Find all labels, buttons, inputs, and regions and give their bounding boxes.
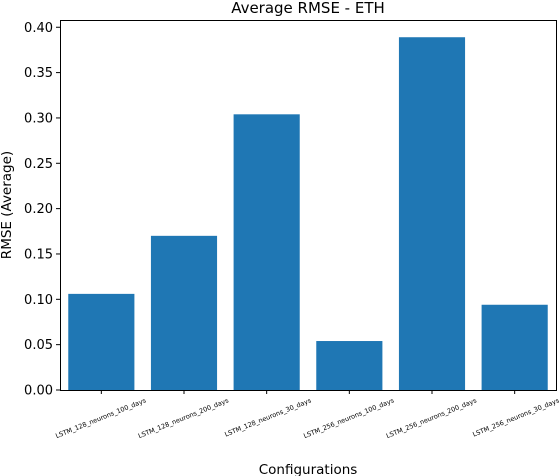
x-tick-label: LSTM_256_neurons_100_days — [302, 396, 395, 440]
bar-LSTM_128_neurons_200_days — [150, 235, 218, 390]
y-tick-label: 0.30 — [24, 111, 53, 126]
x-tick-label: LSTM_256_neurons_30_days — [472, 396, 559, 438]
bar-LSTM_256_neurons_30_days — [481, 304, 548, 390]
y-axis: 0.00 0.05 0.10 0.15 0.20 0.25 0.30 0.35 0.40 — [24, 21, 60, 399]
chart-title: Average RMSE - ETH — [231, 0, 385, 17]
y-tick-label: 0.05 — [24, 338, 53, 353]
y-tick-label: 0.15 — [24, 247, 53, 262]
x-tick-label: LSTM_256_neurons_200_days — [385, 396, 478, 440]
plot-frame — [60, 20, 557, 391]
y-tick-label: 0.25 — [24, 157, 53, 172]
y-tick-label: 0.35 — [24, 66, 53, 81]
y-tick-label: 0.20 — [24, 202, 53, 217]
x-tick-label: LSTM_128_neurons_30_days — [224, 396, 313, 438]
y-axis-label: RMSE (Average) — [0, 151, 15, 259]
bar-LSTM_128_neurons_30_days — [233, 114, 300, 391]
bars-layer — [68, 37, 548, 391]
bar-LSTM_256_neurons_200_days — [398, 37, 466, 390]
bar-LSTM_128_neurons_100_days — [68, 293, 135, 390]
x-axis-label: Configurations — [259, 462, 358, 476]
bar-LSTM_256_neurons_100_days — [316, 341, 383, 390]
x-axis: LSTM_128_neurons_100_daysLSTM_128_neuron… — [54, 390, 559, 440]
y-tick-label: 0.00 — [24, 384, 53, 399]
x-tick-label: LSTM_128_neurons_200_days — [137, 396, 230, 440]
y-tick-label: 0.10 — [24, 293, 53, 308]
y-tick-label: 0.40 — [24, 21, 53, 36]
x-tick-label: LSTM_128_neurons_100_days — [54, 396, 147, 440]
